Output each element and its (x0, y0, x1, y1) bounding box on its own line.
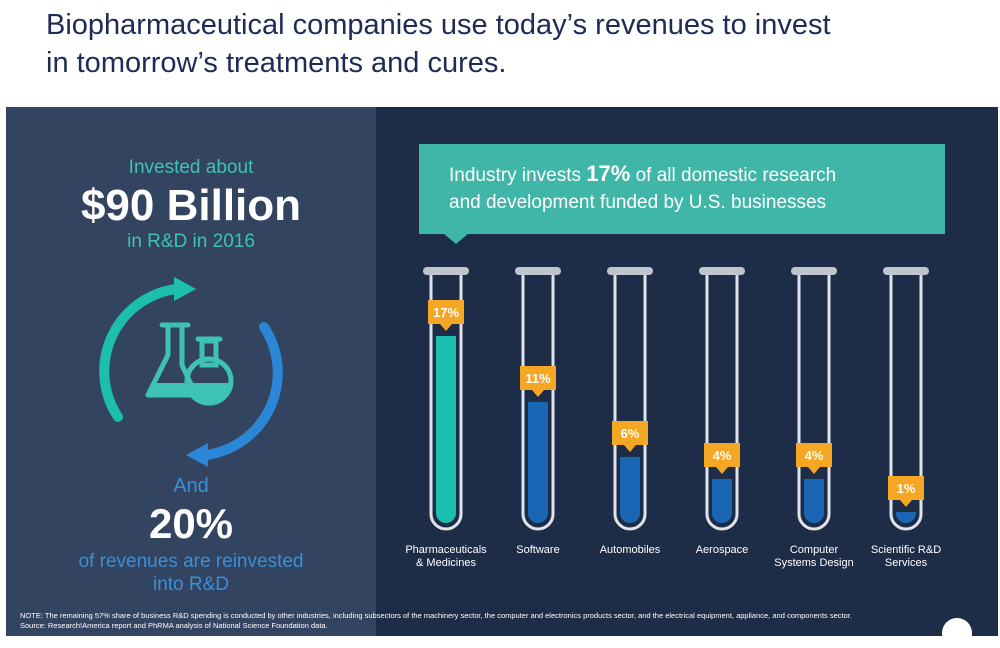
tube-cap (515, 267, 561, 275)
tube-cap (423, 267, 469, 275)
tube-cap (699, 267, 745, 275)
bar-4 (804, 479, 824, 523)
value-label: 4% (713, 448, 732, 463)
tube-outline (705, 275, 739, 531)
callout-pointer (444, 234, 468, 244)
page-number-badge (942, 618, 972, 648)
left-summary-panel: Invested about $90 Billion in R&D in 201… (6, 107, 376, 636)
value-label: 1% (897, 481, 916, 496)
footnote-note: NOTE: The remaining 57% share of busines… (20, 611, 852, 620)
tube-cap (791, 267, 837, 275)
bar-3 (712, 479, 732, 523)
callout-line2: and development funded by U.S. businesse… (449, 192, 827, 213)
value-tag (796, 443, 832, 467)
flasks-cycle-icon (99, 277, 283, 467)
callout-line1-pre: Industry invests (449, 165, 587, 186)
category-label: Automobiles (600, 544, 661, 556)
tube-outline (797, 275, 831, 531)
category-label: Aerospace (696, 544, 749, 556)
tube-outline (429, 275, 463, 531)
title-line-1: Biopharmaceutical companies use today’s … (46, 9, 831, 41)
value-label: 4% (805, 448, 824, 463)
category-label: Computer (790, 544, 839, 556)
category-label: Services (885, 557, 928, 569)
value-tag-pointer (440, 324, 452, 331)
value-tag-pointer (532, 390, 544, 397)
page-title: Biopharmaceutical companies use today’s … (46, 6, 986, 82)
footnote-source: Source: Research!America report and PhRM… (20, 621, 328, 630)
value-tag-pointer (808, 467, 820, 474)
category-label: Systems Design (774, 557, 853, 569)
chart-panel: Industry invests 17% of all domestic res… (376, 107, 998, 636)
bar-1 (528, 402, 548, 523)
value-tag-pointer (624, 445, 636, 452)
category-label: Pharmaceuticals (405, 544, 487, 556)
category-label: Software (516, 544, 559, 556)
category-label: Scientific R&D (871, 544, 941, 556)
value-label: 17% (433, 305, 459, 320)
investment-year-label: in R&D in 2016 (127, 231, 255, 252)
reinvest-percentage: 20% (148, 500, 234, 547)
value-tag (612, 421, 648, 445)
tube-outline (613, 275, 647, 531)
footnote: NOTE: The remaining 57% share of busines… (20, 611, 990, 631)
value-tag-pointer (716, 467, 728, 474)
bar-0 (436, 336, 456, 523)
reinvest-text-line-2: into R&D (152, 574, 230, 595)
tube-outline (889, 275, 923, 531)
value-tag (888, 476, 924, 500)
tube-outline (521, 275, 555, 531)
value-tag-pointer (900, 500, 912, 507)
test-tube-bar-chart: 17% Pharmaceuticals& Medicines 11% Software… (405, 267, 941, 569)
value-label: 11% (525, 371, 551, 386)
reinvest-text-line-1: of revenues are reinvested (78, 551, 304, 572)
category-label: & Medicines (416, 557, 476, 569)
callout-text: Industry invests 17% of all domestic res… (449, 160, 929, 216)
tube-cap (883, 267, 929, 275)
title-line-2: in tomorrow’s treatments and cures. (46, 47, 507, 79)
value-tag (520, 366, 556, 390)
value-tag (428, 300, 464, 324)
callout-highlight: 17% (586, 161, 631, 186)
tube-cap (607, 267, 653, 275)
value-label: 6% (621, 426, 640, 441)
bar-2 (620, 457, 640, 523)
bar-5 (896, 512, 916, 523)
infographic-panel: Invested about $90 Billion in R&D in 201… (6, 107, 998, 648)
value-tag (704, 443, 740, 467)
callout-box: Industry invests 17% of all domestic res… (419, 144, 945, 234)
investment-amount: $90 Billion (80, 181, 302, 230)
and-label: And (173, 475, 209, 497)
invested-label: Invested about (128, 157, 254, 178)
callout-line1-post: of all domestic research (630, 165, 837, 186)
